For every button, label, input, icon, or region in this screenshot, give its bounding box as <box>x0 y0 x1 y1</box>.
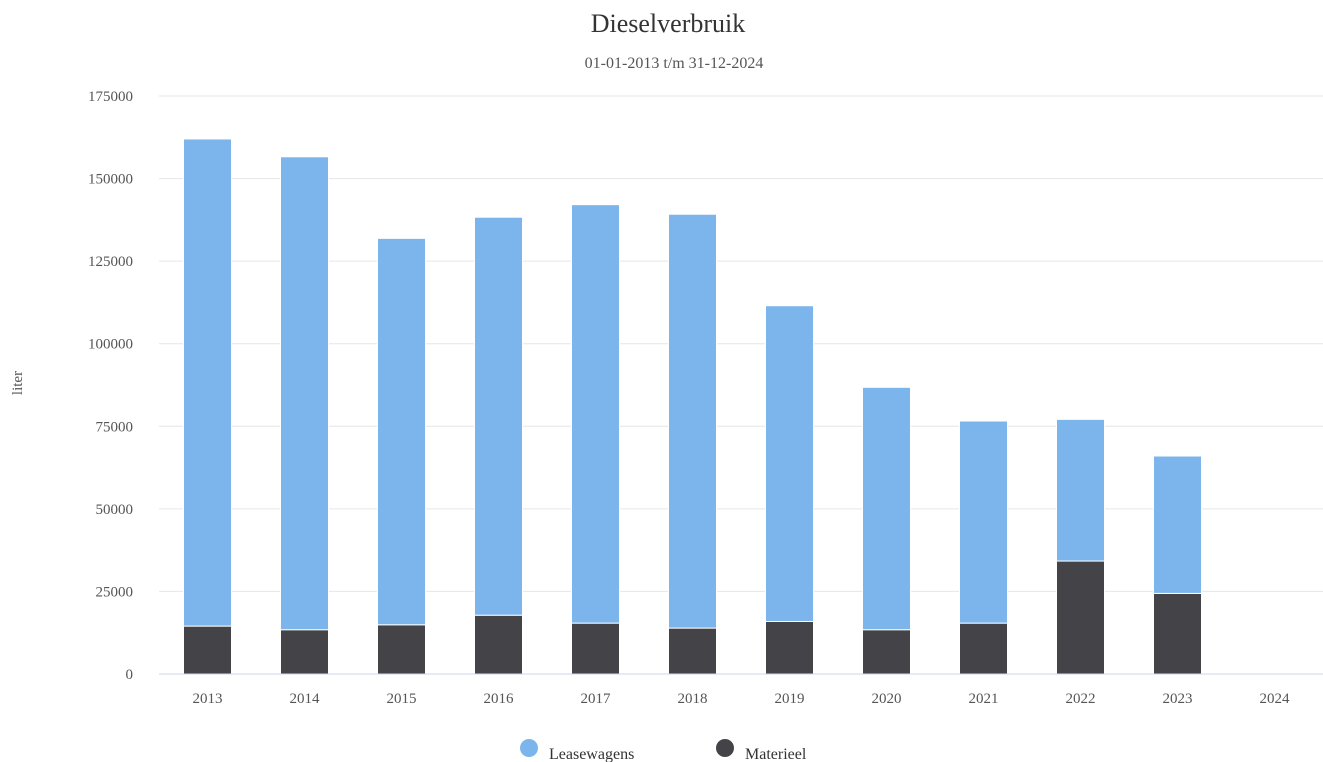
bar-materieel[interactable] <box>1153 592 1202 675</box>
y-tick-label: 125000 <box>88 254 133 270</box>
y-axis-ticks: 0 25000 50000 75000 100000 125000 150000 175000 <box>88 89 133 683</box>
legend-marker <box>520 739 538 757</box>
x-tick-label: 2023 <box>1163 691 1193 707</box>
x-tick-label: 2021 <box>969 691 999 707</box>
bar-materieel[interactable] <box>1056 560 1105 675</box>
bar-materieel[interactable] <box>571 622 620 675</box>
bar-leasewagens[interactable] <box>280 156 329 631</box>
legend-label: Materieel <box>745 746 807 762</box>
grid-lines <box>159 95 1323 592</box>
bar-materieel[interactable] <box>183 625 232 675</box>
x-tick-label: 2018 <box>678 691 708 707</box>
bars <box>183 138 1202 675</box>
y-tick-label: 100000 <box>88 337 133 353</box>
bar-leasewagens[interactable] <box>474 216 523 616</box>
chart-subtitle: 01-01-2013 t/m 31-12-2024 <box>585 55 764 72</box>
bar-leasewagens[interactable] <box>862 386 911 631</box>
legend-marker <box>716 739 734 757</box>
bar-leasewagens[interactable] <box>1056 418 1105 562</box>
legend[interactable]: Leasewagens Materieel <box>520 739 807 762</box>
bar-materieel[interactable] <box>862 629 911 675</box>
x-tick-label: 2013 <box>193 691 223 707</box>
y-tick-label: 0 <box>126 667 134 683</box>
bar-leasewagens[interactable] <box>765 305 814 622</box>
bar-materieel[interactable] <box>280 629 329 675</box>
bar-materieel[interactable] <box>959 622 1008 675</box>
x-tick-label: 2015 <box>387 691 417 707</box>
x-tick-label: 2024 <box>1260 691 1291 707</box>
y-axis-title: liter <box>10 371 26 395</box>
x-axis-ticks: 2013 2014 2015 2016 2017 2018 2019 2020 2021 2022… <box>193 691 1291 707</box>
bar-leasewagens[interactable] <box>1153 455 1202 594</box>
x-tick-label: 2016 <box>484 691 515 707</box>
x-tick-label: 2020 <box>872 691 902 707</box>
y-tick-label: 150000 <box>88 172 133 188</box>
bar-materieel[interactable] <box>765 620 814 675</box>
bar-materieel[interactable] <box>668 627 717 675</box>
bar-leasewagens[interactable] <box>668 213 717 629</box>
y-tick-label: 25000 <box>96 584 134 600</box>
bar-leasewagens[interactable] <box>571 204 620 624</box>
x-tick-label: 2019 <box>775 691 805 707</box>
legend-label: Leasewagens <box>549 746 634 762</box>
bar-leasewagens[interactable] <box>377 237 426 626</box>
bar-leasewagens[interactable] <box>183 138 232 627</box>
legend-item-leasewagens[interactable]: Leasewagens <box>520 739 634 762</box>
legend-item-materieel[interactable]: Materieel <box>716 739 807 762</box>
x-tick-label: 2014 <box>290 691 321 707</box>
y-tick-label: 75000 <box>96 419 134 435</box>
y-tick-label: 50000 <box>96 502 134 518</box>
bar-materieel[interactable] <box>377 624 426 675</box>
y-tick-label: 175000 <box>88 89 133 105</box>
x-tick-label: 2017 <box>581 691 612 707</box>
chart-title: Dieselverbruik <box>591 9 746 38</box>
bar-materieel[interactable] <box>474 614 523 675</box>
x-tick-label: 2022 <box>1066 691 1096 707</box>
bar-leasewagens[interactable] <box>959 420 1008 624</box>
